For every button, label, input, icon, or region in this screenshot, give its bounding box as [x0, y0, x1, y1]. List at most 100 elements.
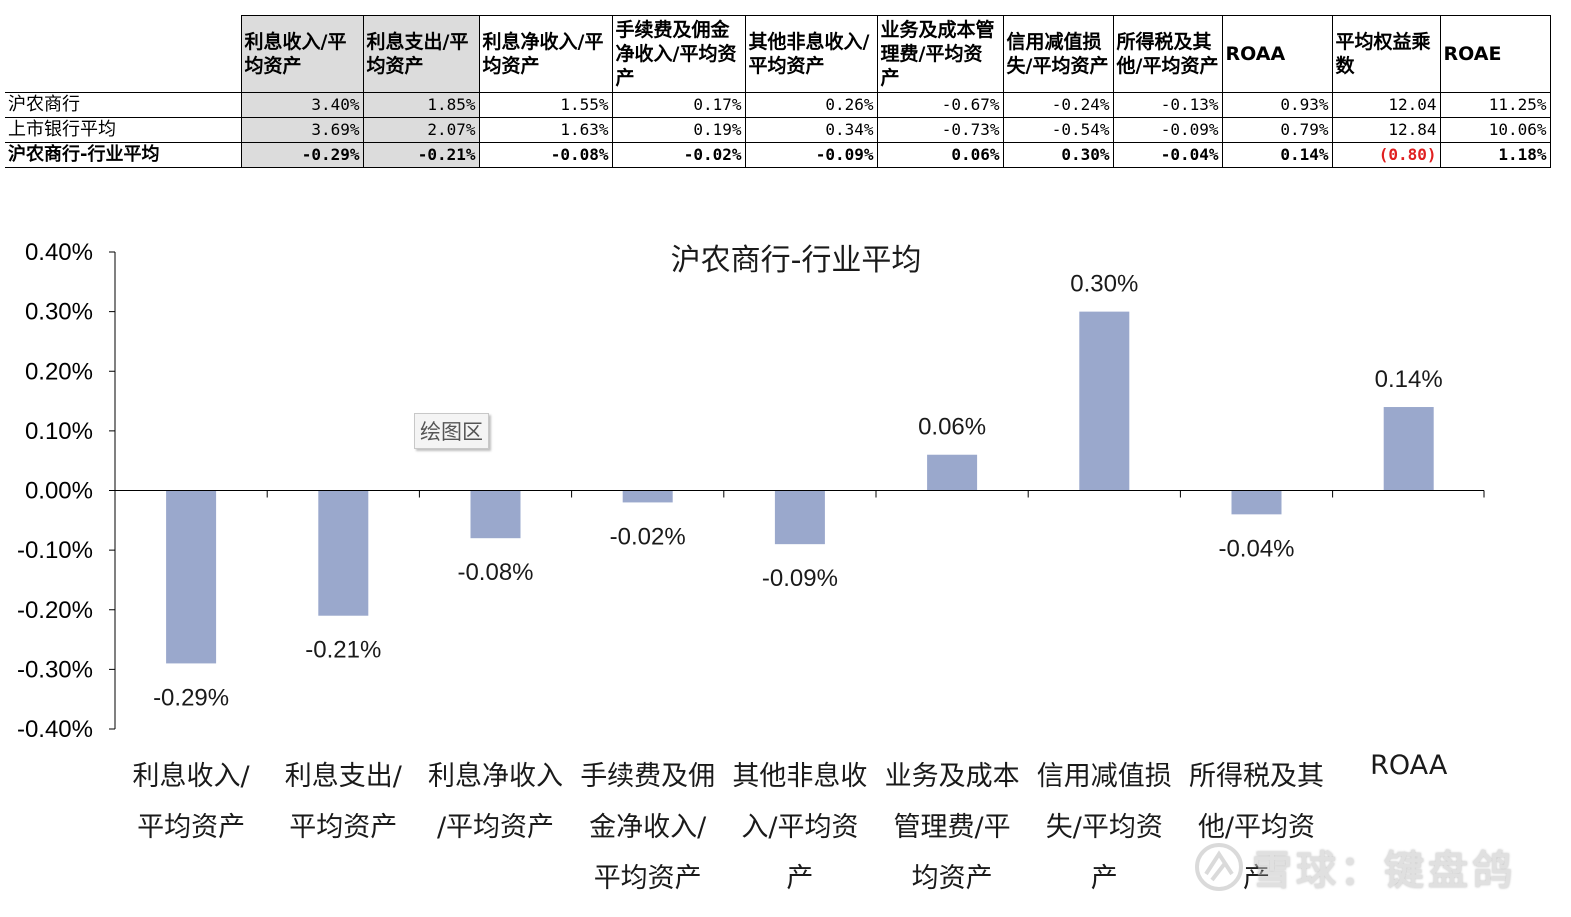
table-cell: 1.63%: [478, 117, 613, 143]
x-axis: [114, 490, 1485, 498]
table-header-cell: 平均权益乘数: [1331, 15, 1441, 93]
category-label-line: 他/平均资: [1198, 812, 1315, 843]
table-header-cell: 利息净收入/平均资产: [478, 15, 613, 93]
table-cell: 0.14%: [1221, 142, 1333, 168]
table-header-cell: 手续费及佣金净收入/平均资产: [611, 15, 746, 93]
category-label-line: 管理费/平: [894, 812, 1011, 843]
plot-area-tooltip: 绘图区: [414, 413, 489, 449]
category-label: 业务及成本管理费/平均资产: [885, 761, 1020, 894]
y-tick-label: 0.10%: [25, 418, 93, 445]
category-label-line: 平均资产: [137, 812, 245, 843]
table-cell: -0.08%: [478, 142, 613, 168]
table-cell: 0.79%: [1221, 117, 1333, 143]
bar: [774, 490, 825, 545]
chart-title: 沪农商行-行业平均: [671, 243, 922, 278]
category-label-line: ROAA: [1370, 750, 1448, 781]
y-tick-label: -0.10%: [17, 537, 93, 564]
bar-data-label: 0.30%: [1070, 271, 1138, 298]
category-label-line: 失/平均资: [1046, 812, 1163, 843]
table-cell: (0.80): [1331, 142, 1441, 168]
category-label-line: 利息净收入: [428, 761, 563, 792]
category-label: 利息支出/平均资产: [285, 761, 403, 843]
category-label-line: 业务及成本: [885, 761, 1020, 792]
table-row-label: 沪农商行-行业平均: [5, 142, 242, 168]
y-tick-label: 0.40%: [25, 239, 93, 266]
bar-data-label: -0.09%: [762, 565, 838, 592]
bar: [166, 490, 217, 664]
category-label: 所得税及其他/平均资产: [1189, 761, 1324, 894]
table-row-label: 上市银行平均: [5, 117, 242, 143]
bar-series: [166, 311, 1434, 664]
category-label-line: 利息收入/: [133, 761, 251, 792]
category-label-line: 产: [786, 863, 813, 894]
table-cell: -0.04%: [1112, 142, 1223, 168]
category-label-line: 所得税及其: [1189, 761, 1324, 792]
table-header-cell: ROAA: [1221, 15, 1333, 93]
category-label-line: 平均资产: [594, 863, 702, 894]
table-corner-cell: [5, 15, 242, 93]
bar-data-label: -0.02%: [610, 523, 686, 550]
bar: [622, 490, 673, 503]
bar: [1079, 311, 1130, 491]
category-label-line: 手续费及佣: [580, 761, 715, 792]
table-cell: 12.84: [1331, 117, 1441, 143]
bar-data-label: -0.04%: [1218, 535, 1294, 562]
table-cell: 0.19%: [611, 117, 746, 143]
category-label: 手续费及佣金净收入/平均资产: [580, 761, 715, 894]
bar: [1383, 407, 1434, 491]
category-label-line: 信用减值损: [1037, 761, 1172, 792]
table-cell: -0.54%: [1002, 117, 1114, 143]
snowball-logo-icon: [1195, 843, 1243, 891]
category-label: 利息收入/平均资产: [133, 761, 251, 843]
table-cell: 11.25%: [1439, 92, 1551, 118]
table-cell: 1.85%: [362, 92, 480, 118]
bar: [470, 490, 521, 539]
category-label-line: 均资产: [912, 863, 993, 894]
category-label-line: 平均资产: [289, 812, 397, 843]
category-label: 利息净收入/平均资产: [428, 761, 563, 843]
category-label: ROAA: [1370, 750, 1448, 781]
bar: [318, 490, 369, 616]
bar-data-label: -0.29%: [153, 684, 229, 711]
category-label-line: 利息支出/: [285, 761, 403, 792]
table-cell: 1.18%: [1439, 142, 1551, 168]
y-tick-label: 0.20%: [25, 358, 93, 385]
bar: [927, 454, 978, 491]
category-label-line: 产: [1091, 863, 1118, 894]
y-tick-label: 0.30%: [25, 299, 93, 326]
watermark-text: 雪球：键盘鸽: [1252, 848, 1516, 894]
table-header-cell: 利息收入/平均资产: [240, 15, 364, 93]
y-tick-label: 0.00%: [25, 478, 93, 505]
table-cell: -0.29%: [240, 142, 364, 168]
table-cell: 12.04: [1331, 92, 1441, 118]
bar-data-label: -0.21%: [305, 637, 381, 664]
comparison-table: 利息收入/平均资产 利息支出/平均资产 利息净收入/平均资产 手续费及佣金净收入…: [5, 15, 1551, 168]
table-header-cell: 其他非息收入/平均资产: [744, 15, 878, 93]
y-axis: 0.40% 0.30% 0.20% 0.10% 0.00% -0.10% -0.20% -0.…: [17, 239, 116, 743]
y-tick-label: -0.30%: [17, 656, 93, 683]
table-header-cell: 所得税及其他/平均资产: [1112, 15, 1223, 93]
category-label-line: 其他非息收: [732, 761, 867, 792]
category-label-line: /平均资产: [437, 812, 554, 843]
category-label: 信用减值损失/平均资产: [1037, 761, 1172, 894]
table-cell: 0.17%: [611, 92, 746, 118]
table-cell: -0.21%: [362, 142, 480, 168]
y-tick-label: -0.40%: [17, 716, 93, 743]
table-header-cell: 信用减值损失/平均资产: [1002, 15, 1114, 93]
table-cell: 0.06%: [876, 142, 1004, 168]
table-header-row: 利息收入/平均资产 利息支出/平均资产 利息净收入/平均资产 手续费及佣金净收入…: [5, 15, 1551, 93]
category-label: 其他非息收入/平均资产: [732, 761, 867, 894]
table-cell: 0.34%: [744, 117, 878, 143]
category-label-line: 产: [1243, 863, 1270, 894]
bar-data-label: 0.14%: [1375, 366, 1443, 393]
table-cell: 0.30%: [1002, 142, 1114, 168]
table-row: 沪农商行-行业平均 -0.29% -0.21% -0.08% -0.02% -0.09% 0…: [5, 142, 1551, 168]
category-labels: 利息收入/平均资产利息支出/平均资产利息净收入/平均资产手续费及佣金净收入/平均…: [133, 750, 1448, 894]
table-row: 上市银行平均 3.69% 2.07% 1.63% 0.19% 0.34% -0.73% -0.…: [5, 117, 1551, 143]
bar-data-label: 0.06%: [918, 414, 986, 441]
table-header-cell: ROAE: [1439, 15, 1551, 93]
table-cell: -0.09%: [744, 142, 878, 168]
y-tick-label: -0.20%: [17, 597, 93, 624]
category-label-line: 入/平均资: [741, 812, 858, 843]
